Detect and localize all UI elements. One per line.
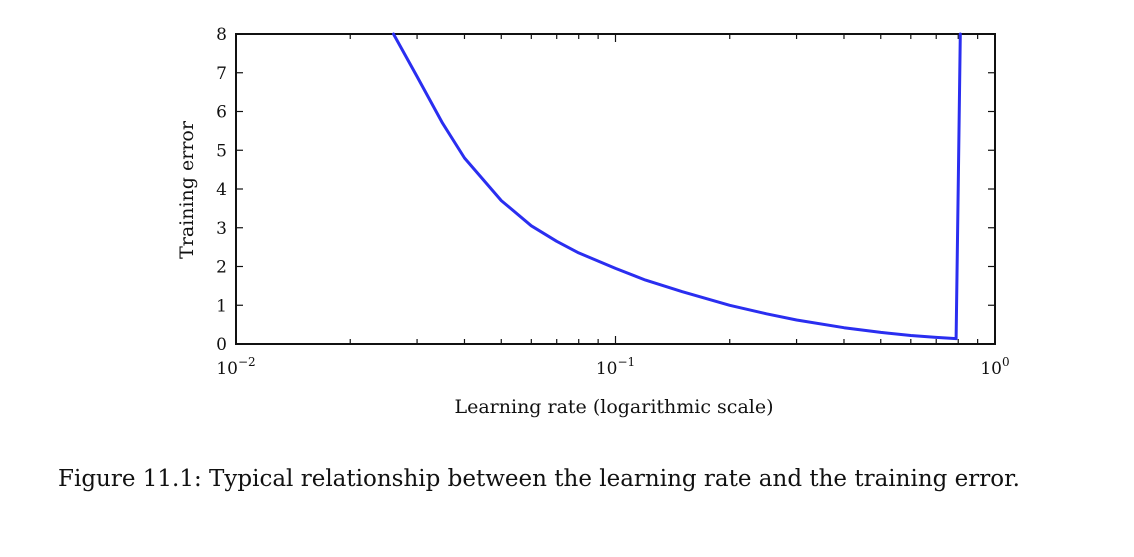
y-tick-label: 3 [216, 219, 227, 239]
y-axis-ticks: 0 1 2 3 4 5 6 7 8 [216, 25, 995, 355]
x-axis-label: Learning rate (logarithmic scale) [454, 396, 773, 418]
x-tick-label: 100 [980, 355, 1009, 379]
y-tick-label: 0 [216, 335, 227, 355]
y-tick-label: 6 [216, 103, 227, 123]
y-tick-label: 1 [216, 296, 227, 316]
series-layer [392, 32, 962, 341]
y-axis-label: Training error [176, 120, 198, 259]
y-tick-label: 5 [216, 141, 227, 161]
x-axis-ticks: 10−2 10−1 100 [216, 34, 1010, 379]
plot-frame [235, 33, 996, 345]
series-line [392, 32, 962, 341]
y-tick-label: 8 [216, 25, 227, 45]
line-chart: 0 1 2 3 4 5 6 7 8 10−2 10−1 100 Learning rate (log… [176, 25, 1010, 418]
plot-border [235, 33, 996, 345]
y-tick-label: 2 [216, 258, 227, 278]
x-tick-label: 10−2 [216, 355, 255, 379]
x-tick-label: 10−1 [596, 355, 635, 379]
y-tick-label: 4 [216, 180, 227, 200]
y-tick-label: 7 [216, 64, 227, 84]
figure-caption: Figure 11.1: Typical relationship betwee… [58, 466, 1020, 492]
